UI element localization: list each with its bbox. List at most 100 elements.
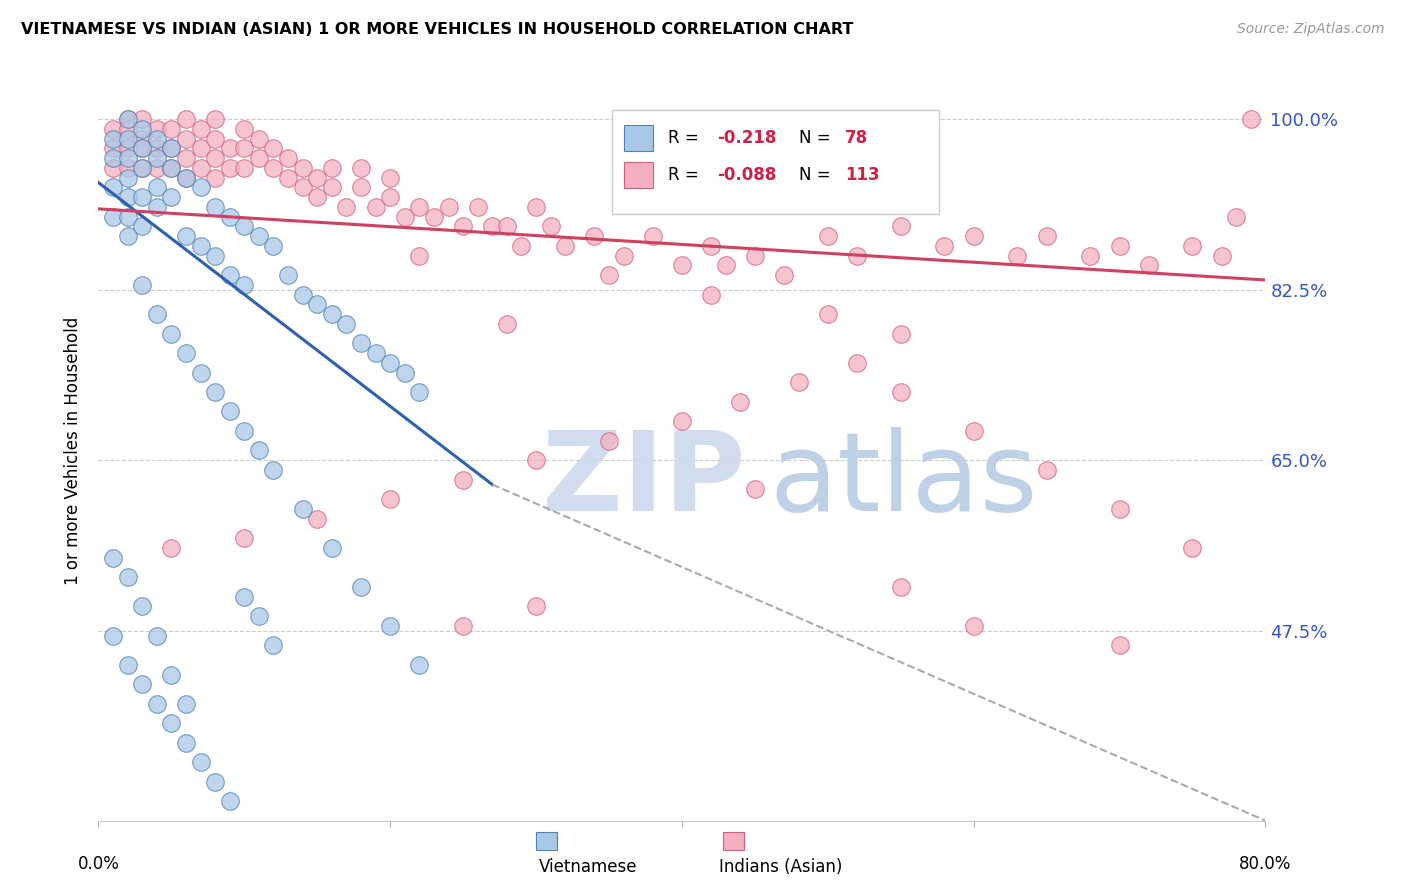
Point — [174, 346, 197, 360]
Point — [190, 161, 212, 175]
Text: Source: ZipAtlas.com: Source: ZipAtlas.com — [1237, 22, 1385, 37]
Point — [146, 141, 169, 155]
Point — [496, 317, 519, 331]
Point — [291, 502, 314, 516]
Point — [101, 180, 124, 194]
Point — [117, 112, 139, 127]
Point — [598, 268, 620, 282]
Point — [394, 210, 416, 224]
Point — [554, 239, 576, 253]
Point — [277, 151, 299, 165]
Point — [321, 180, 343, 194]
Point — [1108, 502, 1130, 516]
Point — [481, 219, 503, 234]
Point — [160, 141, 183, 155]
Text: R =: R = — [668, 129, 699, 147]
Text: VIETNAMESE VS INDIAN (ASIAN) 1 OR MORE VEHICLES IN HOUSEHOLD CORRELATION CHART: VIETNAMESE VS INDIAN (ASIAN) 1 OR MORE V… — [21, 22, 853, 37]
Point — [218, 268, 240, 282]
Point — [451, 619, 474, 633]
Point — [117, 190, 139, 204]
Point — [146, 697, 169, 711]
Text: N =: N = — [799, 166, 830, 184]
Point — [890, 326, 912, 341]
Point — [190, 141, 212, 155]
Point — [890, 384, 912, 399]
Point — [233, 219, 256, 234]
Point — [101, 151, 124, 165]
Point — [1108, 239, 1130, 253]
Point — [1181, 239, 1204, 253]
Point — [247, 151, 270, 165]
Point — [730, 394, 752, 409]
Point — [174, 736, 197, 750]
Point — [190, 366, 212, 380]
Point — [233, 531, 256, 545]
Y-axis label: 1 or more Vehicles in Household: 1 or more Vehicles in Household — [65, 317, 83, 584]
Point — [671, 414, 693, 428]
Point — [218, 210, 240, 224]
Point — [890, 219, 912, 234]
Point — [496, 219, 519, 234]
Point — [117, 570, 139, 584]
Point — [1181, 541, 1204, 555]
Point — [131, 112, 153, 127]
Point — [160, 161, 183, 175]
Text: N =: N = — [799, 129, 830, 147]
Point — [131, 219, 153, 234]
Point — [204, 151, 226, 165]
Point — [131, 141, 153, 155]
Text: -0.088: -0.088 — [717, 166, 776, 184]
Point — [335, 317, 357, 331]
Point — [1240, 112, 1263, 127]
Point — [408, 200, 430, 214]
Point — [846, 356, 869, 370]
Point — [291, 287, 314, 301]
Point — [408, 249, 430, 263]
Point — [160, 667, 183, 681]
Point — [247, 229, 270, 244]
Point — [117, 170, 139, 185]
Point — [131, 141, 153, 155]
Point — [131, 277, 153, 292]
Point — [510, 239, 533, 253]
Text: R =: R = — [668, 166, 699, 184]
Point — [423, 210, 446, 224]
Bar — [536, 831, 557, 850]
Point — [1108, 638, 1130, 652]
Point — [307, 511, 329, 525]
Point — [744, 249, 766, 263]
Point — [700, 287, 723, 301]
Point — [160, 541, 183, 555]
Point — [204, 170, 226, 185]
Point — [524, 200, 547, 214]
Point — [247, 443, 270, 458]
Point — [524, 453, 547, 467]
Point — [233, 122, 256, 136]
Point — [262, 239, 284, 253]
Point — [160, 326, 183, 341]
Point — [174, 170, 197, 185]
Point — [817, 229, 839, 244]
Point — [131, 599, 153, 614]
Point — [204, 200, 226, 214]
Point — [101, 141, 124, 155]
Point — [131, 122, 153, 136]
Point — [247, 132, 270, 146]
Point — [700, 239, 723, 253]
Point — [583, 229, 606, 244]
Point — [321, 307, 343, 321]
Point — [307, 170, 329, 185]
Point — [190, 239, 212, 253]
Point — [380, 492, 402, 507]
Point — [160, 161, 183, 175]
Point — [146, 151, 169, 165]
Point — [117, 229, 139, 244]
Point — [131, 161, 153, 175]
Point — [524, 599, 547, 614]
Point — [174, 697, 197, 711]
Point — [1225, 210, 1247, 224]
Text: -0.218: -0.218 — [717, 129, 776, 147]
Point — [962, 229, 984, 244]
Point — [291, 180, 314, 194]
Point — [1035, 229, 1057, 244]
